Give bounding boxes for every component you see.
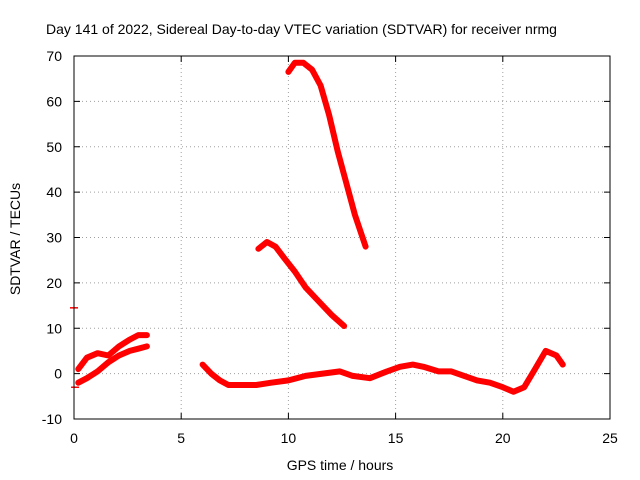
y-tick-label: 30 bbox=[46, 230, 62, 246]
y-axis-title: SDTVAR / TECUs bbox=[7, 183, 23, 295]
chart-title: Day 141 of 2022, Sidereal Day-to-day VTE… bbox=[46, 21, 557, 37]
y-tick-label: 40 bbox=[46, 184, 62, 200]
x-tick-label: 10 bbox=[281, 430, 297, 446]
y-tick-label: 50 bbox=[46, 139, 62, 155]
series-arc-c bbox=[199, 347, 566, 395]
x-axis-title: GPS time / hours bbox=[287, 457, 394, 473]
x-tick-label: 25 bbox=[602, 430, 618, 446]
y-tick-label: 0 bbox=[54, 366, 62, 382]
y-tick-label: 20 bbox=[46, 275, 62, 291]
series-arc-b bbox=[75, 343, 150, 386]
y-tick-label: -10 bbox=[42, 411, 62, 427]
series-arc-a bbox=[75, 332, 150, 373]
y-tick-label: 60 bbox=[46, 93, 62, 109]
x-tick-label: 0 bbox=[70, 430, 78, 446]
series-arc-d bbox=[255, 239, 348, 329]
x-tick-label: 15 bbox=[388, 430, 404, 446]
series-group bbox=[70, 59, 566, 395]
x-tick-label: 5 bbox=[177, 430, 185, 446]
series-arc-e bbox=[285, 59, 369, 250]
grid bbox=[74, 56, 610, 419]
y-tick-label: 70 bbox=[46, 48, 62, 64]
x-tick-label: 20 bbox=[495, 430, 511, 446]
ticks: 0 5 10 15 20 25 -10 0 10 20 30 40 50 60 70 bbox=[42, 48, 618, 446]
y-tick-label: 10 bbox=[46, 320, 62, 336]
